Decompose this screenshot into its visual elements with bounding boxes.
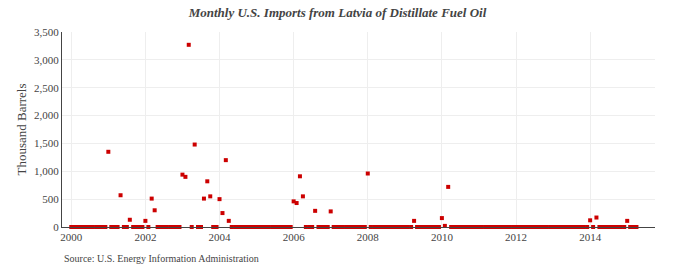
svg-text:2014: 2014 [579,231,602,243]
svg-text:2002: 2002 [134,231,156,243]
svg-text:Source: U.S. Energy Informatio: Source: U.S. Energy Information Administ… [64,253,259,264]
svg-text:2008: 2008 [357,231,380,243]
svg-text:0: 0 [53,221,59,233]
svg-text:2,000: 2,000 [34,109,59,121]
svg-text:3,500: 3,500 [34,26,59,38]
svg-text:2012: 2012 [505,231,527,243]
svg-text:Thousand Barrels: Thousand Barrels [14,83,29,175]
svg-text:2004: 2004 [209,231,232,243]
svg-text:2006: 2006 [283,231,306,243]
svg-text:2000: 2000 [60,231,83,243]
svg-text:2,500: 2,500 [34,82,59,94]
svg-text:3,000: 3,000 [34,54,59,66]
svg-text:500: 500 [42,193,59,205]
svg-text:1,500: 1,500 [34,137,59,149]
svg-text:1,000: 1,000 [34,165,59,177]
svg-text:2010: 2010 [431,231,454,243]
svg-text:Monthly U.S. Imports from Latv: Monthly U.S. Imports from Latvia of Dist… [188,5,487,20]
